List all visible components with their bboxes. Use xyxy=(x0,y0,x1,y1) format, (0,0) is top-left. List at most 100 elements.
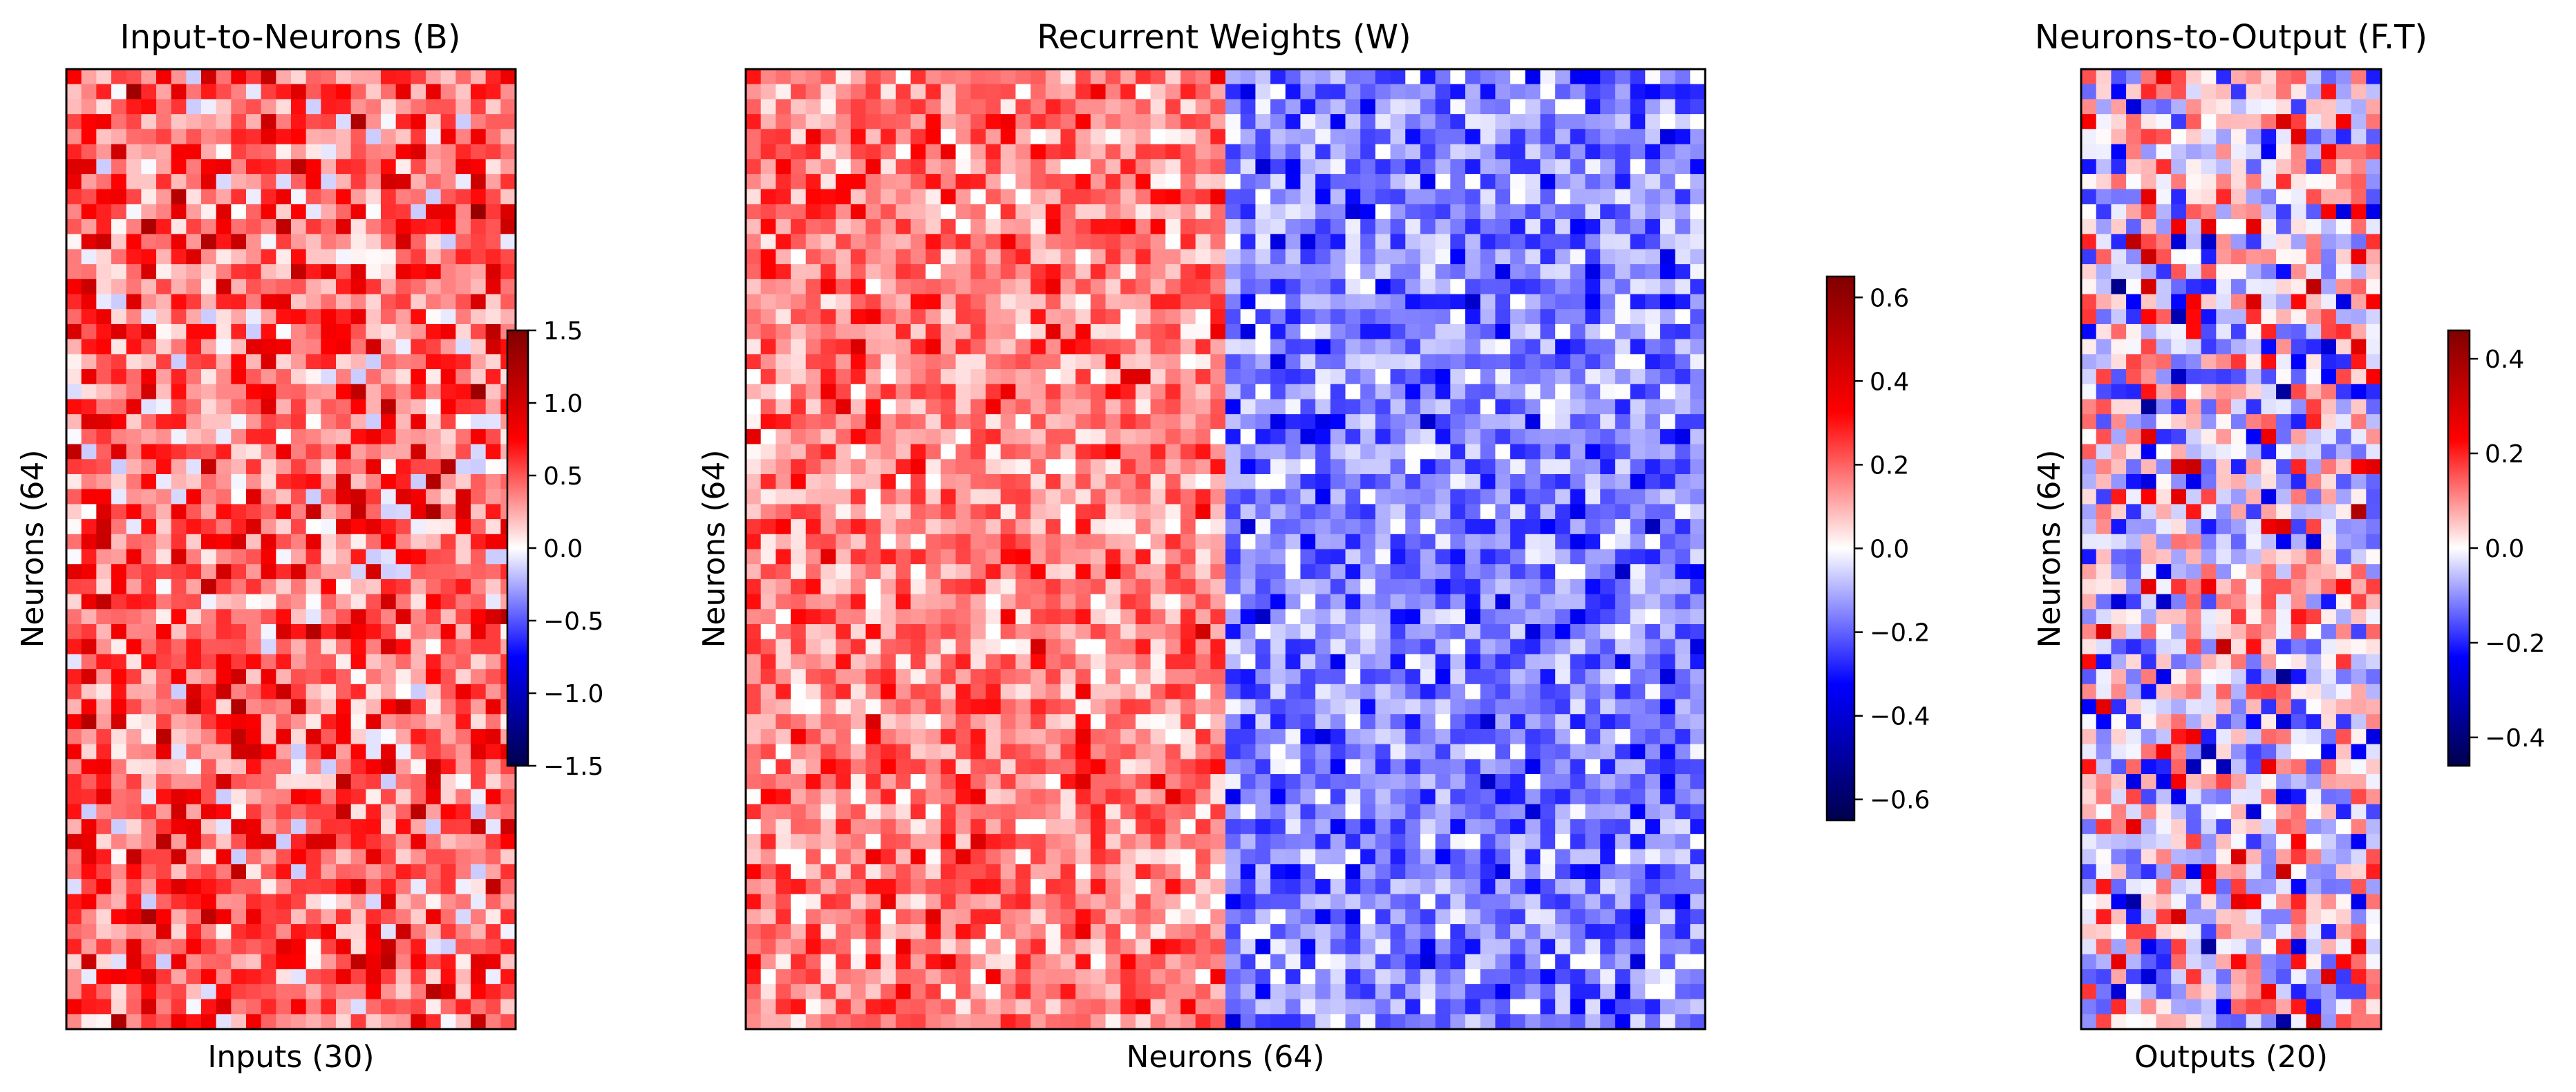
heatmap-cell xyxy=(1180,429,1196,445)
heatmap-cell xyxy=(111,144,127,160)
heatmap-cell xyxy=(865,84,881,100)
heatmap-cell xyxy=(455,849,471,865)
heatmap-cell xyxy=(216,759,232,775)
heatmap-cell xyxy=(276,864,292,880)
heatmap-cell xyxy=(955,84,971,100)
heatmap-cell xyxy=(291,339,307,355)
heatmap-cell xyxy=(201,399,217,415)
heatmap-cell xyxy=(895,624,912,640)
heatmap-cell xyxy=(1465,264,1481,280)
heatmap-cell xyxy=(216,549,232,565)
heatmap-cell xyxy=(760,129,776,145)
heatmap-cell xyxy=(805,69,822,85)
heatmap-cell xyxy=(395,624,411,640)
heatmap-cell xyxy=(350,173,366,190)
heatmap-cell xyxy=(471,759,487,775)
heatmap-cell xyxy=(231,249,247,265)
heatmap-cell xyxy=(1375,99,1391,115)
heatmap-cell xyxy=(820,264,836,280)
heatmap-cell xyxy=(1345,173,1361,190)
heatmap-cell xyxy=(485,264,501,280)
heatmap-cell xyxy=(1345,519,1361,535)
heatmap-cell xyxy=(411,894,426,910)
heatmap-cell xyxy=(366,819,382,835)
heatmap-cell xyxy=(291,399,307,415)
heatmap-cell xyxy=(1450,444,1466,460)
heatmap-cell xyxy=(805,309,822,325)
heatmap-cell xyxy=(395,339,411,355)
heatmap-cell xyxy=(440,504,456,520)
heatmap-cell xyxy=(986,624,1002,640)
heatmap-cell xyxy=(1300,69,1316,85)
heatmap-cell xyxy=(485,999,501,1015)
heatmap-cell xyxy=(1420,84,1436,100)
heatmap-cell xyxy=(1180,594,1196,610)
heatmap-cell xyxy=(336,159,352,175)
heatmap-cell xyxy=(350,728,366,745)
heatmap-cell xyxy=(81,219,97,235)
heatmap-cell xyxy=(1615,234,1631,250)
heatmap-cell xyxy=(1195,204,1211,220)
heatmap-cell xyxy=(1015,714,1031,730)
heatmap-cell xyxy=(1465,728,1481,745)
heatmap-cell xyxy=(1510,473,1526,490)
heatmap-cell xyxy=(955,279,971,295)
heatmap-cell xyxy=(1150,564,1166,580)
heatmap-cell xyxy=(1075,489,1091,505)
heatmap-cell xyxy=(1150,323,1166,340)
heatmap-cell xyxy=(1120,609,1136,625)
heatmap-cell xyxy=(1285,609,1301,625)
heatmap-cell xyxy=(1345,114,1361,130)
heatmap-cell xyxy=(381,714,397,730)
heatmap-cell xyxy=(336,84,352,100)
heatmap-cell xyxy=(126,549,142,565)
heatmap-cell xyxy=(805,369,822,385)
heatmap-cell xyxy=(1150,639,1166,655)
heatmap-cell xyxy=(186,114,202,130)
heatmap-cell xyxy=(1480,99,1496,115)
heatmap-cell xyxy=(111,578,127,595)
heatmap-cell xyxy=(955,504,971,520)
heatmap-cell xyxy=(1630,654,1646,670)
heatmap-cell xyxy=(485,924,501,940)
heatmap-cell xyxy=(1195,354,1211,370)
heatmap-cell xyxy=(1270,429,1286,445)
heatmap-cell xyxy=(1090,84,1107,100)
heatmap-cell xyxy=(865,114,881,130)
heatmap-cell xyxy=(366,728,382,745)
heatmap-cell xyxy=(366,774,382,790)
heatmap-cell xyxy=(1150,519,1166,535)
heatmap-cell xyxy=(276,264,292,280)
heatmap-cell xyxy=(940,549,957,565)
heatmap-cell xyxy=(366,173,382,190)
heatmap-cell xyxy=(291,354,307,370)
heatmap-cell xyxy=(1585,549,1601,565)
heatmap-cell xyxy=(1345,504,1361,520)
heatmap-cell xyxy=(186,819,202,835)
heatmap-cell xyxy=(366,369,382,385)
heatmap-cell xyxy=(746,69,762,85)
heatmap-cell xyxy=(1420,204,1436,220)
heatmap-cell xyxy=(1031,519,1046,535)
heatmap-cell xyxy=(1690,279,1706,295)
heatmap-cell xyxy=(1060,549,1076,565)
heatmap-cell xyxy=(910,489,926,505)
heatmap-cell xyxy=(1465,399,1481,415)
heatmap-cell xyxy=(1450,699,1466,715)
heatmap-cell xyxy=(1000,639,1016,655)
heatmap-cell xyxy=(66,878,82,895)
heatmap-cell xyxy=(276,894,292,910)
heatmap-cell xyxy=(1270,473,1286,490)
heatmap-cell xyxy=(156,954,172,970)
heatmap-cell xyxy=(500,173,516,190)
heatmap-cell xyxy=(81,473,97,490)
heatmap-cell xyxy=(1600,578,1616,595)
heatmap-cell xyxy=(276,323,292,340)
heatmap-cell xyxy=(186,384,202,400)
heatmap-cell xyxy=(440,323,456,340)
heatmap-cell xyxy=(791,594,807,610)
heatmap-cell xyxy=(455,534,471,550)
heatmap-cell xyxy=(276,339,292,355)
heatmap-cell xyxy=(426,444,442,460)
heatmap-cell xyxy=(411,983,426,1000)
